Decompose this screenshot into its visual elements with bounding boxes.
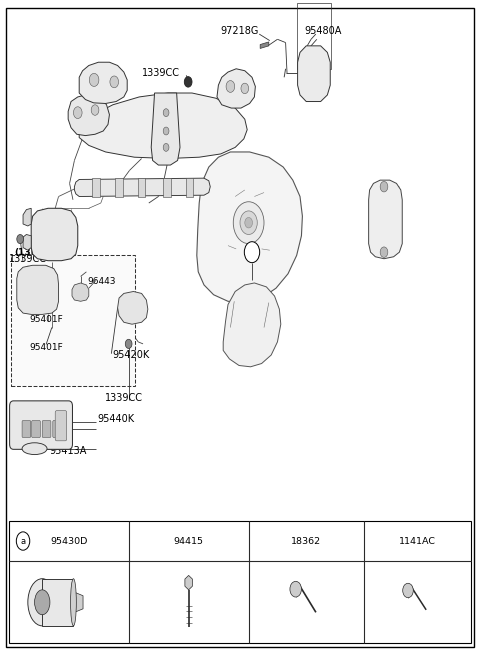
Bar <box>138 178 145 196</box>
Text: 95401F: 95401F <box>30 315 63 324</box>
Polygon shape <box>79 62 127 103</box>
Circle shape <box>163 127 169 135</box>
Polygon shape <box>223 283 281 367</box>
Ellipse shape <box>22 443 47 455</box>
Bar <box>11 255 135 386</box>
Ellipse shape <box>35 590 50 614</box>
Text: 95401F: 95401F <box>30 343 63 352</box>
FancyBboxPatch shape <box>10 401 72 449</box>
Text: 95413A: 95413A <box>49 445 86 456</box>
Polygon shape <box>31 208 78 261</box>
Text: a: a <box>250 248 254 257</box>
Circle shape <box>125 339 132 348</box>
Text: 95440K: 95440K <box>97 414 134 424</box>
Circle shape <box>89 73 99 86</box>
Circle shape <box>240 211 257 234</box>
Ellipse shape <box>71 579 76 626</box>
Circle shape <box>403 583 413 597</box>
Polygon shape <box>185 576 192 590</box>
Bar <box>115 178 123 196</box>
Text: 1339CC: 1339CC <box>9 254 47 265</box>
Text: a: a <box>21 536 25 546</box>
Circle shape <box>110 76 119 88</box>
Polygon shape <box>17 265 59 314</box>
Text: 95480A: 95480A <box>305 26 342 37</box>
Bar <box>186 178 193 196</box>
Circle shape <box>380 247 388 257</box>
Circle shape <box>241 83 249 94</box>
Circle shape <box>184 77 192 87</box>
FancyBboxPatch shape <box>22 421 31 438</box>
Polygon shape <box>42 579 73 626</box>
Polygon shape <box>74 178 210 196</box>
Bar <box>92 178 100 196</box>
FancyBboxPatch shape <box>53 421 61 438</box>
Polygon shape <box>217 69 255 108</box>
Bar <box>9 521 471 643</box>
Text: 1339CC: 1339CC <box>142 68 180 79</box>
Circle shape <box>244 242 260 263</box>
Polygon shape <box>298 46 330 102</box>
Polygon shape <box>68 95 109 136</box>
Circle shape <box>163 143 169 151</box>
Circle shape <box>226 81 235 92</box>
Polygon shape <box>72 283 89 301</box>
Polygon shape <box>197 152 302 303</box>
Text: 18362: 18362 <box>291 536 321 546</box>
Polygon shape <box>151 93 180 165</box>
Polygon shape <box>73 592 83 613</box>
FancyBboxPatch shape <box>55 411 67 441</box>
Bar <box>163 178 171 196</box>
Circle shape <box>16 532 30 550</box>
Ellipse shape <box>28 579 57 626</box>
Circle shape <box>163 109 169 117</box>
Circle shape <box>73 107 82 119</box>
FancyBboxPatch shape <box>42 421 51 438</box>
Circle shape <box>17 234 24 244</box>
Polygon shape <box>23 208 31 226</box>
Text: 1339CC: 1339CC <box>105 393 143 403</box>
Polygon shape <box>23 234 31 250</box>
Text: (13MY): (13MY) <box>14 248 50 257</box>
Circle shape <box>380 181 388 192</box>
FancyBboxPatch shape <box>32 421 40 438</box>
Circle shape <box>233 202 264 244</box>
Circle shape <box>91 105 99 115</box>
Text: 1141AC: 1141AC <box>399 536 436 546</box>
Text: 95420K: 95420K <box>113 350 150 360</box>
Polygon shape <box>260 42 269 48</box>
Polygon shape <box>118 291 148 324</box>
Bar <box>297 3 331 69</box>
Text: 95430D: 95430D <box>50 536 87 546</box>
Circle shape <box>290 582 301 597</box>
Text: 96443: 96443 <box>87 277 116 286</box>
Text: 97218G: 97218G <box>221 26 259 37</box>
Circle shape <box>245 217 252 228</box>
Polygon shape <box>79 93 247 159</box>
Polygon shape <box>369 180 402 259</box>
Text: 94415: 94415 <box>174 536 204 546</box>
